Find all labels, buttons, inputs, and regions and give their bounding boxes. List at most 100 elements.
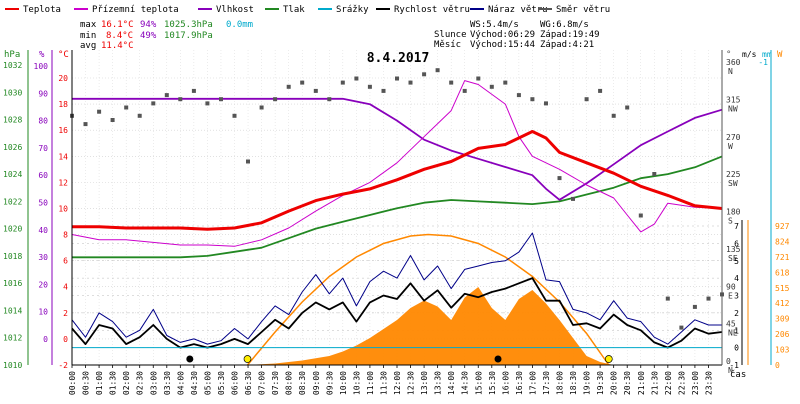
sun-moon-markers	[186, 355, 613, 363]
x-tick-label: 00:30	[82, 371, 91, 395]
wind-direction-point	[246, 159, 250, 164]
wg-value: WG:6.8m/s	[540, 20, 589, 30]
wind-direction-point	[178, 97, 183, 102]
wind-direction-point	[137, 113, 142, 118]
wind-direction-point	[503, 80, 508, 85]
wind-tick-label: 1	[734, 326, 739, 335]
moon-label: Měsíc	[434, 40, 461, 50]
humidity-tick-label: 20	[38, 280, 48, 289]
wind-direction-point	[625, 105, 630, 110]
x-tick-label: 18:30	[569, 371, 578, 395]
x-tick-label: 23:30	[704, 371, 713, 395]
x-tick-label: 15:00	[474, 371, 483, 395]
x-tick-label: 11:30	[379, 371, 388, 395]
sun-label: Slunce	[434, 30, 467, 40]
solar-tick-label: 0	[775, 361, 780, 370]
series-line-pressure	[72, 155, 723, 259]
x-tick-label: 09:00	[312, 371, 321, 395]
direction-compass-label: W	[728, 142, 733, 151]
humidity-tick-label: 60	[38, 171, 48, 180]
stats-max-temp: 16.1°C	[101, 20, 134, 30]
direction-tick-label: 90	[726, 282, 736, 291]
temperature-tick-label: 0	[63, 335, 68, 344]
stats-max-hum: 94%	[140, 20, 157, 30]
x-tick-label: 17:30	[542, 371, 551, 395]
temperature-tick-label: 8	[63, 231, 68, 240]
x-tick-label: 23:00	[691, 371, 700, 395]
wind-direction-point	[652, 172, 657, 176]
pressure-tick-label: 1030	[3, 88, 22, 97]
direction-tick-label: 225	[726, 170, 741, 179]
wind-direction-point	[191, 88, 196, 93]
x-tick-label: 22:00	[664, 371, 673, 395]
wind-tick-label: -1	[729, 361, 739, 370]
wind-tick-label: 7	[734, 222, 739, 231]
solar-tick-label: 721	[775, 253, 790, 262]
x-tick-label: 18:00	[556, 371, 565, 395]
x-tick-label: 06:30	[244, 371, 253, 395]
wind-direction-point	[422, 72, 427, 77]
x-tick-label: 15:30	[488, 371, 497, 395]
legend: Teplota Přízemní teplota Vlhkost Tlak Srážky…	[5, 5, 610, 15]
solar-tick-label: 618	[775, 268, 790, 277]
x-tick-label: 02:30	[136, 371, 145, 395]
x-tick-label: 21:30	[650, 371, 659, 395]
wind-tick-label: 6	[734, 239, 739, 248]
x-tick-label: 22:30	[677, 371, 686, 395]
moonset-value: Západ:4:21	[540, 40, 594, 50]
x-tick-label: 02:00	[122, 371, 131, 395]
solar-tick-label: 824	[775, 237, 790, 246]
x-tick-label: 14:00	[447, 371, 456, 395]
wind-direction-point	[151, 101, 156, 106]
wind-direction-point	[435, 68, 440, 73]
legend-item-label: Rychlost větru	[394, 5, 470, 15]
legend-item-label: Srážky	[336, 5, 369, 15]
x-tick-label: 12:00	[393, 371, 402, 395]
legend-item-label: Vlhkost	[216, 5, 254, 15]
wind-direction-point	[665, 296, 670, 301]
stats-min-label: min	[80, 31, 96, 41]
moonrise-marker	[494, 355, 502, 363]
temperature-tick-label: 20	[58, 74, 68, 83]
x-tick-label: 17:00	[528, 371, 537, 395]
humidity-tick-label: 40	[38, 226, 48, 235]
series-line-temperature	[72, 130, 723, 231]
watt-unit-label: W	[777, 50, 783, 60]
direction-tick-label: 315	[726, 95, 741, 104]
pressure-tick-label: 1032	[3, 61, 22, 70]
direction-compass-label: S	[728, 217, 733, 226]
wind-direction-point	[110, 118, 115, 122]
series-line-humidity	[72, 97, 723, 201]
wind-direction-point	[449, 80, 454, 85]
series-line-ground-temp	[71, 80, 723, 247]
x-tick-label: 07:30	[271, 371, 280, 395]
series-area-solar	[72, 287, 722, 365]
x-tick-label: 19:00	[583, 371, 592, 395]
wind-direction-point	[408, 80, 413, 85]
wind-tick-label: 0	[734, 344, 739, 353]
wind-direction-point	[259, 105, 264, 110]
direction-compass-label: NE	[728, 329, 738, 338]
wind-direction-point	[584, 97, 589, 102]
x-tick-label: 20:00	[610, 371, 619, 395]
pressure-tick-label: 1016	[3, 279, 22, 288]
pressure-tick-label: 1022	[3, 197, 22, 206]
direction-tick-label: 270	[726, 133, 741, 142]
rain-tick-label: -1	[758, 58, 768, 67]
chart-date-title: 8.4.2017	[367, 51, 430, 66]
wind-direction-point	[97, 109, 102, 114]
wind-direction-point	[692, 304, 697, 309]
wind-direction-point	[395, 76, 399, 81]
humidity-tick-label: 90	[38, 89, 48, 98]
pressure-tick-label: 1014	[3, 306, 22, 315]
wind-direction-point	[381, 88, 386, 93]
x-tick-label: 01:00	[95, 371, 104, 395]
pressure-tick-label: 1028	[3, 116, 22, 125]
humidity-tick-label: 0	[43, 335, 48, 344]
stats-min-temp: 8.4°C	[106, 31, 133, 41]
series-line-theoretical-solar	[246, 233, 610, 366]
x-tick-label: 08:00	[285, 371, 294, 395]
temperature-tick-label: 18	[58, 100, 68, 109]
